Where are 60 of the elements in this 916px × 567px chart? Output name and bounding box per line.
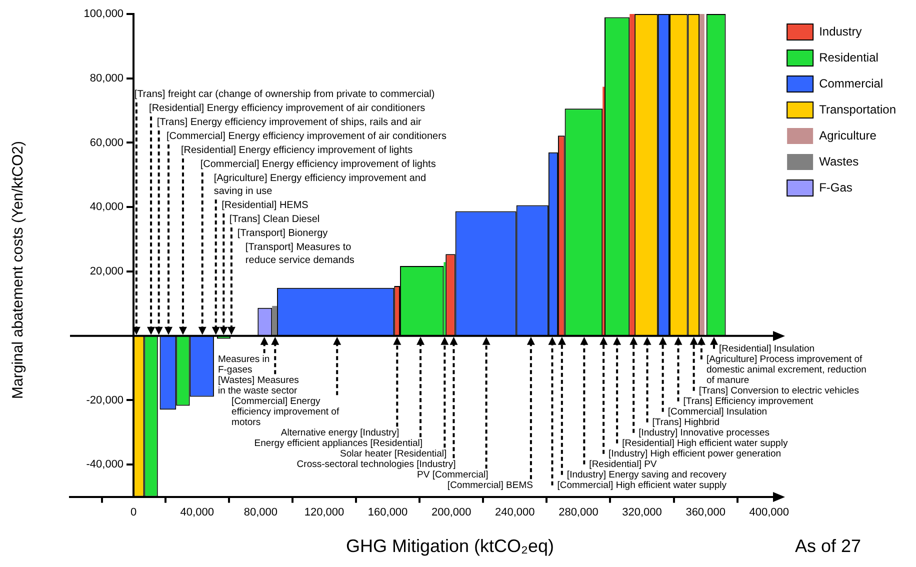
- annotation: Cross-sectoral technologies [Industry]: [296, 458, 456, 470]
- annotation: [Trans] Conversion to electric vehicles: [698, 385, 860, 396]
- annotation: [Trans] Highbrid: [652, 416, 720, 428]
- annotation: [Residential] Energy efficiency improvement of air conditioners: [149, 103, 426, 114]
- x-tick-label: 40,000: [180, 506, 214, 518]
- legend-label: F-Gas: [819, 180, 852, 194]
- y-tick-label: 80,000: [90, 72, 124, 84]
- annotation: [Industry] Energy saving and recovery: [566, 469, 727, 480]
- y-tick-label: -20,000: [86, 394, 124, 406]
- y-tick-label: 60,000: [90, 136, 124, 149]
- annotation: [Residential] High efficient water supply: [622, 438, 788, 449]
- x-tick-label: 200,000: [431, 506, 472, 518]
- annotation: [Industry] High efficient power generation: [608, 448, 782, 460]
- x-axis-title: GHG Mitigation (ktCO₂eq): [346, 536, 554, 557]
- annotation: [Wastes] Measures in the waste sector: [218, 374, 300, 396]
- annotation: [Commercial] Insulation: [668, 406, 768, 418]
- legend-label: Industry: [819, 24, 862, 38]
- annotation: Measures in F-gases: [218, 354, 270, 376]
- x-tick-label: 400,000: [749, 506, 790, 518]
- legend-label: Agriculture: [819, 128, 877, 142]
- x-tick-label: 160,000: [368, 506, 408, 518]
- y-tick-label: 100,000: [84, 8, 124, 20]
- annotation: [Transport] Bionergy: [237, 228, 328, 240]
- annotation: [Residential] Insulation: [718, 343, 815, 354]
- legend-label: Transportation: [819, 102, 896, 116]
- annotation: Alternative energy [Industry]: [280, 427, 400, 438]
- annotation: [Agriculture] Process improvement of domestic animal excrement, reduction of manure: [706, 354, 866, 386]
- annotation: [Trans] Energy efficiency improvement of ships, rails and air: [156, 117, 422, 128]
- legend-label: Residential: [819, 50, 878, 64]
- y-tick-label: -40,000: [86, 458, 124, 471]
- x-tick-label: 280,000: [558, 506, 598, 518]
- annotation: Energy efficient appliances [Residential]: [254, 438, 423, 449]
- x-tick-label: 120,000: [304, 506, 344, 518]
- annotation: [Industry] Innovative processes: [638, 427, 770, 438]
- annotation: [Commercial] Energy efficiency improvement of lights: [200, 159, 436, 170]
- annotation: [Residential] PV: [589, 458, 658, 470]
- annotation: [Residential] HEMS: [222, 200, 309, 212]
- annotation: [Agriculture] Energy efficiency improvement and saving in use: [214, 173, 426, 198]
- annotation: [Residential] Energy efficiency improvement of lights: [180, 145, 413, 156]
- annotation: [Transport] Measures to reduce service demands: [245, 242, 354, 266]
- text: As of 27: [795, 536, 862, 557]
- x-tick-label: 0: [130, 506, 137, 518]
- annotation: [Trans] Clean Diesel: [229, 214, 320, 226]
- x-tick-label: 360,000: [686, 506, 726, 518]
- x-tick-label: 240,000: [495, 506, 535, 518]
- annotation: PV [Commercial]: [417, 469, 488, 480]
- y-tick-label: 40,000: [90, 201, 124, 214]
- annotation: [Commercial] Energy efficiency improvement of motors: [232, 396, 340, 428]
- legend-label: Commercial: [819, 76, 884, 90]
- annotation: [Commercial] Energy efficiency improvement of air conditioners: [166, 131, 446, 142]
- x-tick-label: 80,000: [244, 506, 278, 518]
- y-axis-title: Marginal abatement costs (Yen/ktCO2): [10, 141, 26, 399]
- annotation: Solar heater [Residential]: [340, 448, 447, 460]
- annotation: [Trans] Efficiency improvement: [683, 396, 814, 407]
- legend-label: Wastes: [819, 154, 859, 168]
- annotation: [Commercial] BEMS: [447, 480, 533, 491]
- annotation: [Trans] freight car (change of ownership from private to commercial): [134, 89, 435, 100]
- x-tick-label: 320,000: [622, 506, 662, 518]
- y-tick-label: 20,000: [90, 266, 124, 278]
- annotation: [Commercial] High efficient water supply: [557, 480, 727, 491]
